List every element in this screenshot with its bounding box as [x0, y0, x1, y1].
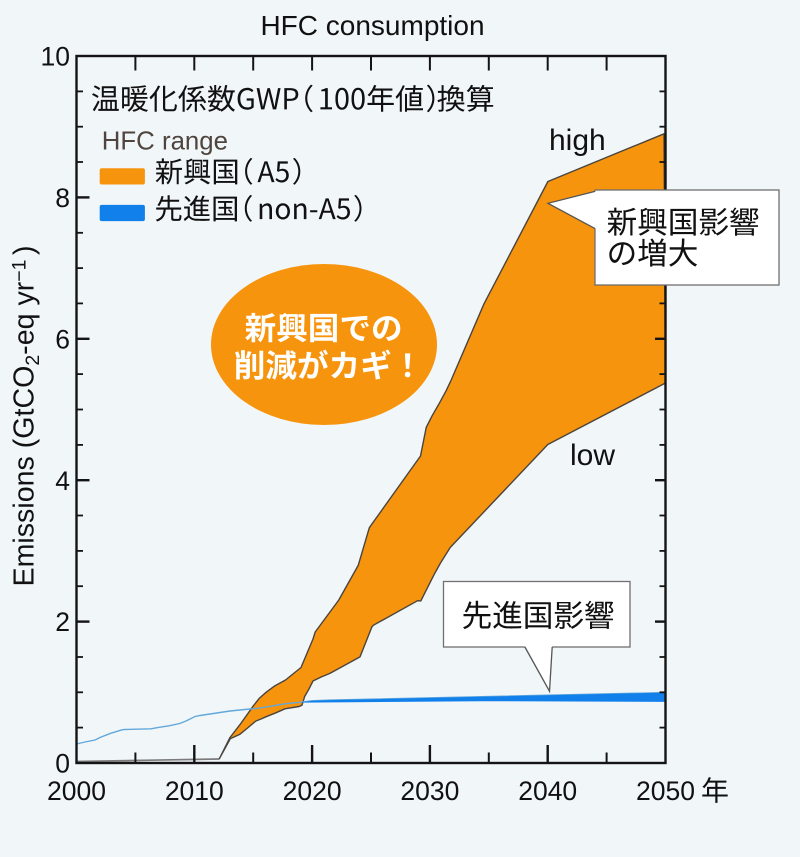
svg-text:2050: 2050 — [636, 776, 695, 806]
svg-text:2020: 2020 — [283, 776, 342, 806]
svg-text:4: 4 — [55, 466, 70, 496]
svg-text:0: 0 — [55, 749, 70, 779]
svg-text:high: high — [549, 124, 606, 157]
svg-text:6: 6 — [55, 324, 70, 354]
svg-text:HFC consumption: HFC consumption — [260, 10, 484, 41]
svg-text:2000: 2000 — [47, 776, 106, 806]
svg-text:8: 8 — [55, 183, 70, 213]
svg-text:2030: 2030 — [400, 776, 459, 806]
svg-text:low: low — [570, 439, 615, 472]
svg-text:2010: 2010 — [165, 776, 224, 806]
svg-text:2: 2 — [55, 607, 70, 637]
svg-text:Emissions (GtCO2-eq yr−1 ): Emissions (GtCO2-eq yr−1 ) — [9, 245, 45, 586]
svg-text:HFC range: HFC range — [102, 128, 228, 156]
svg-text:10: 10 — [41, 42, 70, 72]
svg-text:2040: 2040 — [518, 776, 577, 806]
